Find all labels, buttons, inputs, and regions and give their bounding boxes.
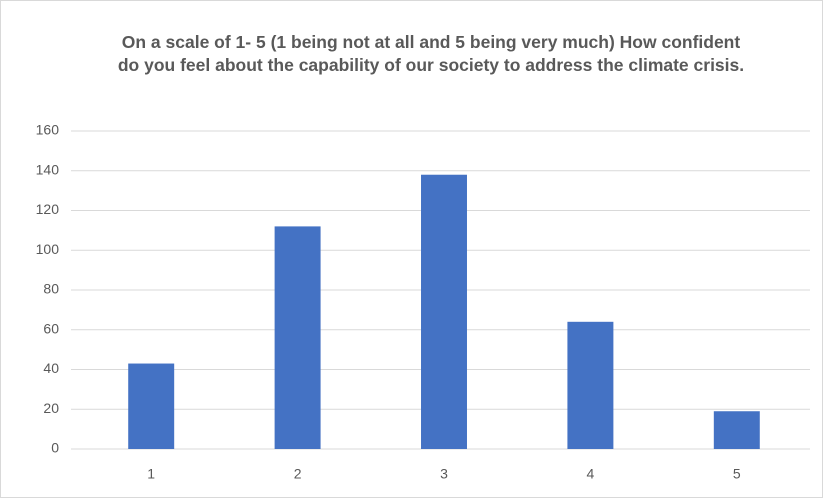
bar bbox=[274, 226, 321, 449]
y-tick-label: 60 bbox=[43, 320, 59, 336]
y-tick-label: 100 bbox=[36, 241, 60, 257]
y-tick-label: 20 bbox=[43, 400, 59, 416]
bar bbox=[567, 321, 614, 449]
y-tick-label: 40 bbox=[43, 360, 59, 376]
y-tick-label: 140 bbox=[36, 161, 60, 177]
y-tick-label: 160 bbox=[36, 122, 60, 138]
bar bbox=[713, 411, 760, 449]
x-tick-label: 1 bbox=[147, 466, 155, 482]
y-tick-label: 120 bbox=[36, 201, 60, 217]
bar bbox=[421, 174, 467, 449]
y-tick-label: 0 bbox=[51, 440, 59, 456]
x-tick-label: 2 bbox=[294, 466, 302, 482]
bar bbox=[128, 363, 175, 449]
chart-title: On a scale of 1- 5 (1 being not at all a… bbox=[117, 32, 745, 75]
y-tick-label: 80 bbox=[43, 281, 59, 297]
x-tick-label: 4 bbox=[587, 466, 595, 482]
x-tick-label: 5 bbox=[733, 466, 741, 482]
x-tick-label: 3 bbox=[440, 466, 448, 482]
